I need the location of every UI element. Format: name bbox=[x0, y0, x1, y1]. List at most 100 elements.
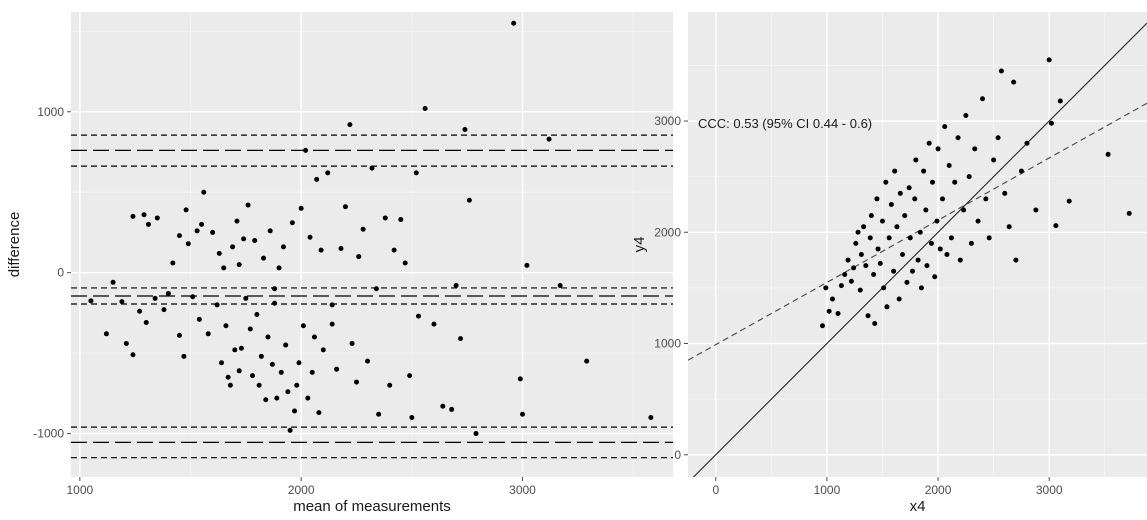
data-point bbox=[986, 235, 992, 241]
x-tick-label: 3000 bbox=[509, 483, 536, 497]
data-point bbox=[194, 228, 200, 234]
data-point bbox=[871, 272, 877, 278]
data-point bbox=[238, 345, 244, 351]
data-point bbox=[241, 236, 247, 242]
data-point bbox=[907, 235, 913, 241]
data-point bbox=[318, 247, 324, 253]
data-point bbox=[431, 321, 437, 327]
data-point bbox=[883, 179, 889, 185]
data-point bbox=[966, 174, 972, 180]
fit-line bbox=[688, 102, 1147, 361]
data-point bbox=[863, 263, 869, 269]
data-point bbox=[407, 373, 413, 379]
data-point bbox=[294, 382, 300, 388]
data-point bbox=[937, 246, 943, 252]
data-point bbox=[819, 323, 825, 329]
data-point bbox=[280, 244, 286, 250]
data-point bbox=[520, 411, 525, 417]
data-point bbox=[884, 304, 890, 310]
data-point bbox=[236, 368, 242, 374]
data-point bbox=[221, 265, 227, 271]
data-point bbox=[329, 302, 335, 308]
identity-line bbox=[692, 22, 1147, 477]
data-point bbox=[899, 252, 905, 258]
data-point bbox=[287, 427, 293, 433]
data-point bbox=[201, 189, 207, 195]
data-point bbox=[292, 408, 298, 414]
panel-background bbox=[71, 12, 673, 477]
data-point bbox=[913, 157, 919, 163]
data-point bbox=[325, 170, 331, 176]
data-point bbox=[225, 374, 231, 380]
bland-altman-plot: 1000 2000 3000 -1000 0 1000 mean of measuremen… bbox=[6, 12, 673, 515]
data-point bbox=[267, 228, 273, 234]
data-point bbox=[934, 218, 940, 224]
data-point bbox=[320, 347, 326, 353]
data-point bbox=[980, 96, 986, 102]
y-axis-title: y4 bbox=[631, 237, 648, 253]
data-point bbox=[88, 298, 94, 304]
data-point bbox=[868, 213, 874, 219]
data-point bbox=[369, 165, 375, 171]
data-point bbox=[826, 308, 832, 314]
data-point bbox=[946, 163, 952, 169]
data-point bbox=[546, 136, 552, 142]
data-point bbox=[402, 260, 408, 266]
data-point bbox=[261, 255, 267, 261]
data-point bbox=[300, 323, 306, 329]
data-point bbox=[879, 218, 885, 224]
data-point bbox=[154, 215, 160, 221]
data-point bbox=[881, 285, 887, 291]
data-point bbox=[413, 170, 419, 176]
data-point bbox=[991, 157, 997, 163]
data-point bbox=[258, 353, 264, 359]
y-tick-label: 3000 bbox=[654, 114, 681, 128]
data-point bbox=[897, 190, 903, 196]
data-point bbox=[1024, 140, 1030, 146]
data-point bbox=[835, 310, 841, 316]
y-tick-label: 0 bbox=[57, 266, 64, 280]
y-tick-label: 1000 bbox=[37, 105, 64, 119]
y-tick-label: 2000 bbox=[654, 225, 681, 239]
data-point bbox=[176, 332, 182, 338]
data-point bbox=[227, 382, 233, 388]
data-point bbox=[1013, 257, 1019, 263]
ccc-annotation: CCC: 0.53 (95% CI 0.44 - 0.6) bbox=[698, 116, 872, 131]
data-point bbox=[1057, 98, 1063, 104]
data-point bbox=[190, 294, 196, 300]
data-point bbox=[942, 124, 948, 130]
data-point bbox=[329, 321, 335, 327]
data-point bbox=[263, 397, 269, 403]
data-point bbox=[896, 296, 902, 302]
x-tick-label: 3000 bbox=[1036, 483, 1063, 497]
concordance-plot: 0 1000 2000 3000 0 1000 2000 3000 CCC: 0.53 (95%… bbox=[631, 12, 1147, 515]
x-tick-label: 1000 bbox=[67, 483, 94, 497]
y-tick-label: 1000 bbox=[654, 337, 681, 351]
data-point bbox=[356, 254, 362, 260]
data-point bbox=[872, 320, 878, 326]
data-point bbox=[272, 286, 278, 292]
data-point bbox=[928, 240, 934, 246]
data-point bbox=[842, 272, 848, 278]
data-point bbox=[930, 179, 936, 185]
data-point bbox=[422, 106, 428, 112]
data-point bbox=[398, 217, 404, 223]
data-point bbox=[923, 207, 929, 213]
data-point bbox=[365, 358, 371, 364]
data-point bbox=[935, 146, 941, 152]
data-point bbox=[216, 250, 222, 256]
data-point bbox=[473, 431, 479, 437]
data-point bbox=[141, 212, 147, 218]
data-point bbox=[511, 20, 517, 26]
data-point bbox=[961, 207, 967, 213]
data-point bbox=[867, 235, 873, 241]
data-point bbox=[1048, 120, 1054, 126]
data-point bbox=[995, 135, 1001, 141]
data-point bbox=[415, 313, 421, 319]
data-point bbox=[874, 196, 880, 202]
data-point bbox=[848, 278, 854, 284]
data-point bbox=[952, 179, 958, 185]
data-point bbox=[584, 358, 590, 364]
data-point bbox=[305, 395, 311, 401]
